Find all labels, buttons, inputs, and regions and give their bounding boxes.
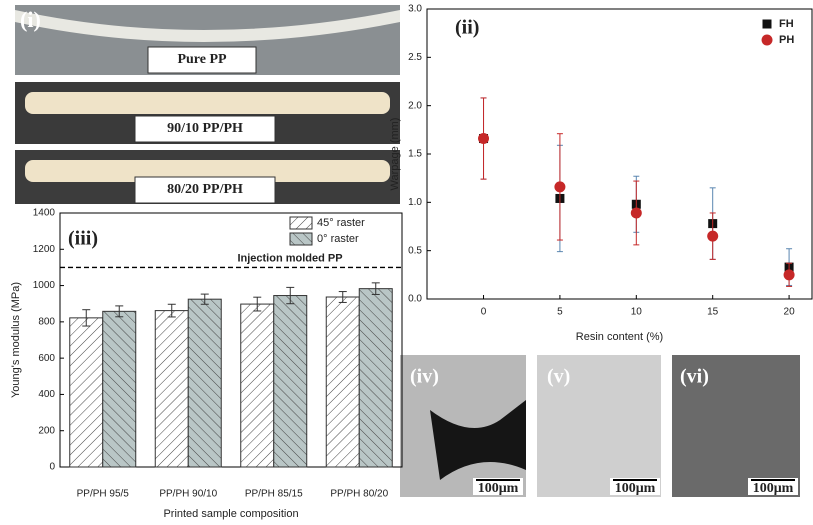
legend-swatch [289,232,313,246]
y-tick-label: 400 [38,389,55,400]
x-axis-label: Printed sample composition [163,508,298,520]
micrograph [672,355,800,497]
y-tick-label: 1400 [33,208,56,219]
plot-frame [59,212,403,468]
legend-label: 0° raster [317,233,359,245]
dark-region [430,400,526,480]
y-tick-label: 2.0 [408,100,422,111]
y-tick-label: 200 [38,425,55,436]
x-axis-label: Resin content (%) [576,331,663,343]
x-tick-label: PP/PH 95/5 [77,489,130,500]
caption: 90/10 PP/PH [167,121,243,136]
y-axis-label: Warpage (mm) [389,118,401,191]
bar [102,310,137,468]
bar [187,298,222,468]
panel-label: (ii) [455,17,479,39]
error-bar [200,293,209,305]
micrographs: (iv) (v) (vi) 100μm 100μm 100μm [400,355,800,497]
scale-label: 100μm [753,481,794,496]
y-tick-label: 0.5 [408,245,422,256]
x-tick-label: PP/PH 90/10 [159,489,217,500]
x-tick-label: 5 [557,307,563,318]
bar [325,296,360,468]
panel-label: (v) [547,366,570,388]
error-bar [82,309,91,327]
legend-swatch [289,216,313,230]
error-bar [371,282,380,295]
caption: Pure PP [177,52,227,67]
x-tick-label: 20 [784,307,796,318]
legend-label: 45° raster [317,217,365,229]
error-bar [167,303,176,318]
caption-box [134,115,276,143]
error-bar [253,296,262,312]
reference-label: Injection molded PP [237,252,342,264]
y-tick-label: 0.0 [408,294,422,305]
legend-marker [761,34,773,46]
y-tick-label: 1.5 [408,149,422,160]
y-tick-label: 1000 [33,280,56,291]
legend-marker [762,19,772,29]
marker [478,133,490,145]
y-tick-label: 2.5 [408,52,422,63]
micrograph [537,355,661,497]
scale-box [748,478,798,495]
scale-box [610,478,660,495]
y-tick-label: 800 [38,316,55,327]
bar [154,310,189,468]
marker [630,207,642,219]
bar [273,295,308,468]
panel-label: (iv) [410,366,439,388]
x-tick-label: 10 [631,307,643,318]
plot-frame [426,8,813,300]
y-tick-label: 600 [38,353,55,364]
panel-label: (vi) [680,366,709,388]
y-tick-label: 1.0 [408,197,422,208]
legend-label: FH [779,18,794,30]
y-tick-label: 1200 [33,244,56,255]
panel-label: (i) [20,7,41,32]
marker [554,181,566,193]
scale-label: 100μm [615,481,656,496]
sample [15,10,400,42]
panel-label: (iii) [68,228,98,250]
y-tick-label: 0 [49,462,55,473]
y-tick-label: 3.0 [408,4,422,15]
legend-label: PH [779,34,794,46]
marker [783,269,795,281]
photos: (i) Pure PP 90/10 PP/PH 80/20 PP/PH [15,5,400,204]
bar [240,303,275,468]
bar [69,317,104,468]
x-tick-label: PP/PH 85/15 [245,489,303,500]
error-bar [115,305,124,318]
x-tick-label: PP/PH 80/20 [330,489,388,500]
caption: 80/20 PP/PH [167,182,243,197]
error-bar [338,291,347,303]
sample [25,160,390,182]
x-tick-label: 15 [707,307,719,318]
scale-box [473,478,523,495]
sample [25,92,390,114]
caption-box [147,46,257,74]
marker [707,230,719,242]
caption-box [134,176,276,204]
scale-label: 100μm [478,481,519,496]
bar [358,288,393,468]
x-tick-label: 0 [481,307,487,318]
error-bar [286,286,295,305]
y-axis-label: Young's modulus (MPa) [10,282,22,398]
